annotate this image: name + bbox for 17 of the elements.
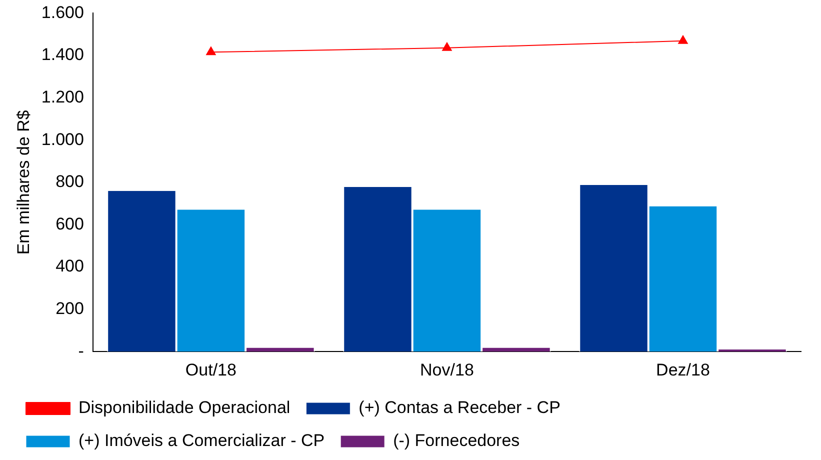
y-tick-label: 800: [56, 172, 84, 192]
y-tick-label: -: [78, 341, 84, 360]
legend-label: (+) Imóveis a Comercializar - CP: [78, 431, 325, 450]
x-tick-label: Dez/18: [656, 360, 710, 380]
legend-label: Disponibilidade Operacional: [78, 398, 290, 418]
y-tick-label: 600: [56, 214, 84, 234]
legend-label: (-) Fornecedores: [393, 431, 520, 450]
y-tick-label: 1.200: [41, 87, 84, 106]
y-tick-label: 1.000: [41, 130, 84, 149]
y-tick-label: 200: [56, 298, 84, 318]
y-tick-label: 1.400: [41, 45, 84, 64]
legend-label: (+) Contas a Receber - CP: [358, 398, 560, 418]
y-tick-label: 1.600: [41, 2, 84, 22]
y-axis-title: Em milhares de R$: [14, 110, 33, 255]
x-tick-label: Nov/18: [420, 360, 474, 380]
y-tick-label: 400: [56, 256, 84, 276]
x-tick-label: Out/18: [185, 360, 236, 380]
